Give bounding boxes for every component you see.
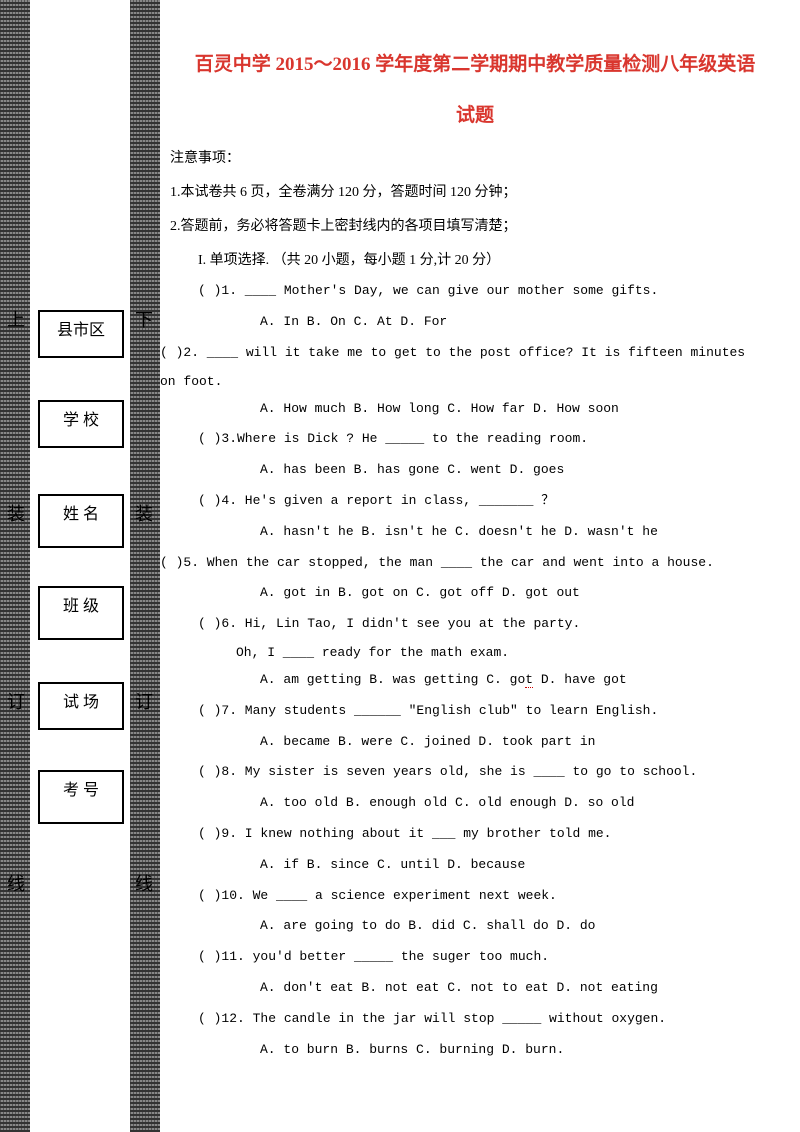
marked-char: t [525, 672, 533, 688]
field-box-class: 班 级 [38, 586, 124, 640]
question-4: ( )4. He's given a report in class, ____… [198, 491, 780, 512]
section-heading: I. 单项选择. （共 20 小题，每小题 1 分,计 20 分） [198, 249, 780, 269]
question-2-options: A. How much B. How long C. How far D. Ho… [260, 399, 780, 420]
question-8-options: A. too old B. enough old C. old enough D… [260, 793, 780, 814]
question-5: ( )5. When the car stopped, the man ____… [160, 553, 780, 574]
field-label: 试 场 [63, 688, 99, 712]
field-label: 考 号 [63, 776, 99, 800]
binding-strip-right [130, 0, 160, 1132]
notice-line: 1.本试卷共 6 页，全卷满分 120 分，答题时间 120 分钟； [170, 181, 780, 201]
notice-line: 2.答题前，务必将答题卡上密封线内的各项目填写清楚； [170, 215, 780, 235]
side-char: 上 [6, 306, 26, 332]
question-6-options: A. am getting B. was getting C. got D. h… [260, 670, 780, 691]
field-box-school: 学 校 [38, 400, 124, 448]
field-box-district: 县市区 [38, 310, 124, 358]
notice-heading: 注意事项： [170, 147, 780, 167]
binding-strip-left [0, 0, 30, 1132]
side-char: 订 [134, 688, 154, 714]
question-2-cont: on foot. [160, 374, 780, 389]
field-label: 学 校 [63, 406, 99, 430]
field-label: 姓 名 [63, 500, 99, 524]
exam-title: 百灵中学 2015～2016 学年度第二学期期中教学质量检测八年级英语 [170, 48, 780, 82]
side-char: 装 [134, 500, 154, 526]
question-7: ( )7. Many students ______ "English club… [198, 701, 780, 722]
question-10-options: A. are going to do B. did C. shall do D.… [260, 916, 780, 937]
question-5-options: A. got in B. got on C. got off D. got ou… [260, 583, 780, 604]
question-10: ( )10. We ____ a science experiment next… [198, 886, 780, 907]
question-12: ( )12. The candle in the jar will stop _… [198, 1009, 780, 1030]
question-1: ( )1. ____ Mother's Day, we can give our… [198, 281, 780, 302]
field-label: 班 级 [63, 592, 99, 616]
side-char: 下 [134, 306, 154, 332]
question-11-options: A. don't eat B. not eat C. not to eat D.… [260, 978, 780, 999]
question-9-options: A. if B. since C. until D. because [260, 855, 780, 876]
opts-text: A. am getting B. was getting C. go [260, 672, 525, 687]
opts-text: D. have got [533, 672, 627, 687]
binding-sidebar: 上 下 县市区 学 校 装 装 姓 名 班 级 订 订 试 场 考 号 线 线 [0, 0, 160, 1132]
question-3-options: A. has been B. has gone C. went D. goes [260, 460, 780, 481]
question-9: ( )9. I knew nothing about it ___ my bro… [198, 824, 780, 845]
question-6: ( )6. Hi, Lin Tao, I didn't see you at t… [198, 614, 780, 635]
field-box-name: 姓 名 [38, 494, 124, 548]
question-2: ( )2. ____ will it take me to get to the… [160, 343, 780, 364]
question-8: ( )8. My sister is seven years old, she … [198, 762, 780, 783]
question-3: ( )3.Where is Dick ? He _____ to the rea… [198, 429, 780, 450]
exam-content: 百灵中学 2015～2016 学年度第二学期期中教学质量检测八年级英语 试题 注… [170, 48, 780, 1070]
question-11: ( )11. you'd better _____ the suger too … [198, 947, 780, 968]
side-char: 订 [6, 688, 26, 714]
exam-subtitle: 试题 [170, 100, 780, 127]
question-6-sub: Oh, I ____ ready for the math exam. [236, 645, 780, 660]
side-char: 装 [6, 500, 26, 526]
field-label: 县市区 [57, 316, 105, 340]
side-char: 线 [6, 870, 26, 896]
question-7-options: A. became B. were C. joined D. took part… [260, 732, 780, 753]
field-box-number: 考 号 [38, 770, 124, 824]
question-12-options: A. to burn B. burns C. burning D. burn. [260, 1040, 780, 1061]
field-box-room: 试 场 [38, 682, 124, 730]
question-1-options: A. In B. On C. At D. For [260, 312, 780, 333]
side-char: 线 [134, 870, 154, 896]
question-4-options: A. hasn't he B. isn't he C. doesn't he D… [260, 522, 780, 543]
